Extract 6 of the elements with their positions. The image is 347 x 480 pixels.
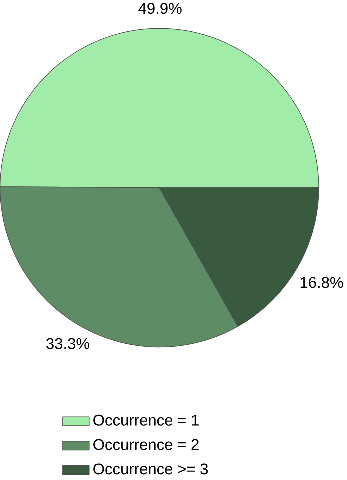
legend-label: Occurrence = 2 bbox=[94, 439, 199, 450]
data-label: 33.3% bbox=[46, 338, 90, 350]
data-label: 49.9% bbox=[138, 3, 182, 14]
legend-label: Occurrence >= 3 bbox=[94, 464, 208, 475]
legend-label: Occurrence = 1 bbox=[94, 414, 199, 426]
data-label: 16.8% bbox=[300, 277, 344, 288]
